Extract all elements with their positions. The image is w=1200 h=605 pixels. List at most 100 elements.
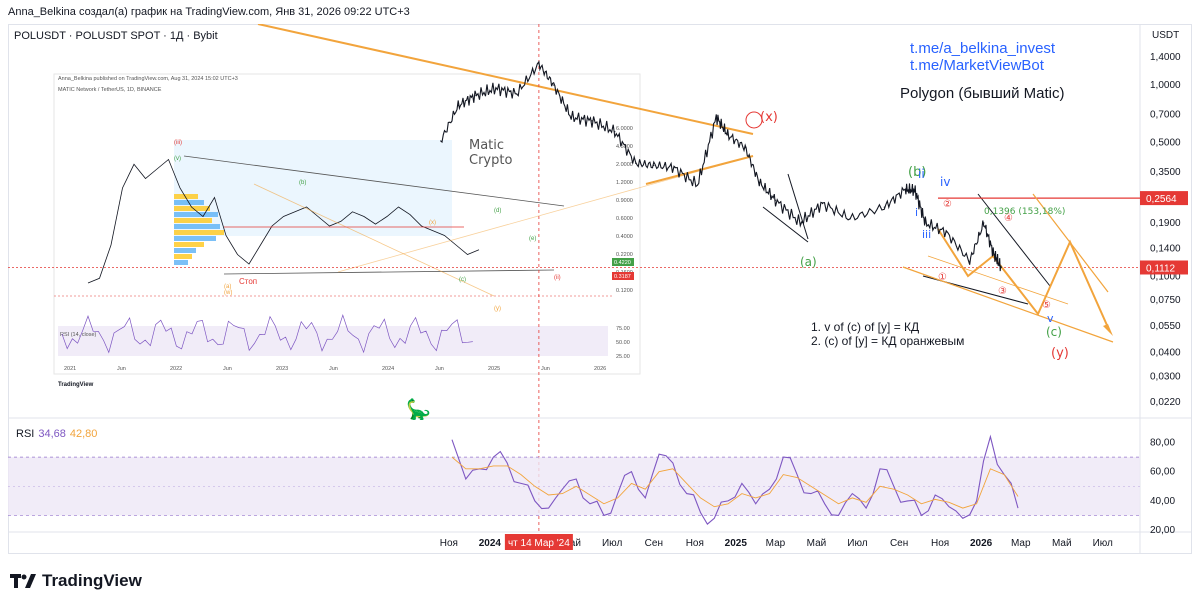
inset-volume-profile-bar [174,236,216,241]
price-point [440,140,442,142]
price-tick-label: 0,0550 [1150,321,1181,332]
price-tick-label: 0,0750 [1150,295,1181,306]
price-point [758,181,760,183]
price-tick-label: 0,1400 [1150,243,1181,254]
inset-rsi-label: RSI (14, close) [60,332,97,338]
footer-logo-text: TradingView [42,571,142,590]
chart-canvas[interactable]: USDT1,40001,00000,70000,50000,35000,2500… [8,24,1192,554]
orange-channel-line [927,255,1069,305]
price-point [744,147,746,149]
rsi-tick-label: 80,00 [1150,438,1175,449]
inset-volume-profile-bar [174,254,192,259]
inset-rsi-tick: 75.00 [616,326,630,332]
inset-annotation: (w) [224,290,232,296]
orange-channel-line [902,266,1114,343]
price-label-text: 0,1112 [1146,263,1176,274]
dinosaur-icon: 🦕 [406,397,431,421]
note-2: 2. (c) of [y] = КД оранжевым [811,334,964,348]
time-tick-label: Июл [1093,538,1113,549]
chart-title: Polygon (бывший Matic) [900,85,1065,102]
inset-price-tick: 0.9000 [616,198,633,204]
time-tick-label: Мар [1011,538,1031,549]
price-label-badge [1140,260,1188,275]
wave-annotation: 0,1396 (153,18%) [984,207,1065,217]
inset-header: Anna_Belkina published on TradingView.co… [58,76,238,82]
orange-arrow-head [1103,324,1113,336]
inset-rsi-tick: 50.00 [616,340,630,346]
inset-annotation: (ii) [554,275,561,281]
inset-price-badge-text: 0.3187 [614,274,631,280]
inset-volume-profile-bar [174,218,212,223]
inset-annotation: (v) [174,156,181,162]
inset-price-badge [612,258,634,266]
inset-rsi-band [58,326,608,356]
price-point [538,63,540,65]
inset-annotation: (a) [224,284,231,290]
price-point [495,87,497,90]
tradingview-logo-icon [10,573,36,589]
symbol-line[interactable]: POLUSDT · POLUSDT SPOT · 1Д · Bybit [14,30,218,42]
time-tick-label: 2025 [725,538,748,549]
inset-time-tick: Jun [117,366,126,372]
wave-annotation: (y) [1051,346,1069,361]
inset-time-tick: 2024 [382,366,394,372]
inset-symbol: MATIC Network / TetherUS, 1D, BINANCE [58,87,162,93]
inset-price-tick: 4.5000 [616,144,633,150]
rsi-label: RSI 34,68 42,80 [16,428,97,440]
price-line [440,60,1002,272]
price-point [904,188,906,190]
price-label-badge [1140,191,1188,206]
time-tick-label: 2026 [970,538,993,549]
price-point [969,260,971,262]
inset-price-tick: 0.1200 [616,288,633,294]
inset-trendline [223,269,555,275]
telegram-link-1: t.me/a_belkina_invest [910,40,1056,57]
inset-volume-profile-bar [174,194,198,199]
inset-time-tick: 2022 [170,366,182,372]
inset-price-line [87,158,480,284]
inset-annotation: Стоп [239,277,257,286]
wave-annotation: Matic [469,138,504,153]
price-point [457,105,459,107]
inset-time-tick: Jun [435,366,444,372]
wave-annotation: iv [940,175,950,189]
time-tick-label: Июл [602,538,622,549]
inset-rsi-tick: 25.00 [616,354,630,360]
price-point [715,116,717,118]
inset-annotation: (x) [429,220,436,226]
rsi-name: RSI [16,428,35,440]
inset-price-tick: 0.6000 [616,216,633,222]
rsi-tick-label: 60,00 [1150,467,1175,478]
price-point [993,253,995,256]
time-tick-label: Сен [890,538,908,549]
price-tick-label: 0,5000 [1150,138,1181,149]
inset-time-tick: 2021 [64,366,76,372]
price-point [799,222,801,224]
price-point [474,95,476,97]
wave-annotation: (a) [800,255,817,269]
wave-annotation: iii [922,228,931,241]
price-point [653,164,655,167]
inset-time-tick: Jun [223,366,232,372]
wave-annotation: ⑤ [1042,300,1051,311]
rsi-ma-value: 42,80 [69,428,98,440]
inset-annotation: (c) [459,277,466,283]
time-tick-label: Июл [847,538,867,549]
inset-price-tick: 6.0000 [616,126,633,132]
inset-time-tick: Jun [329,366,338,372]
rsi-tick-label: 40,00 [1150,496,1175,507]
wave-annotation: i [915,206,918,219]
inset-annotation: (e) [529,236,536,242]
telegram-link-2: t.me/MarketViewBot [910,57,1045,74]
time-tick-label: Сен [645,538,663,549]
price-tick-label: 0,0220 [1150,397,1181,408]
wave-annotation: (b) [908,165,926,180]
time-tick-label: Ноя [440,538,458,549]
inset-annotation: (d) [494,208,501,214]
inset-annotation: (iii) [174,140,182,146]
price-tick-label: 0,1900 [1150,218,1181,229]
wave-annotation: ① [938,272,947,283]
price-point [1000,266,1002,269]
price-point [591,120,593,122]
price-point [635,162,637,164]
